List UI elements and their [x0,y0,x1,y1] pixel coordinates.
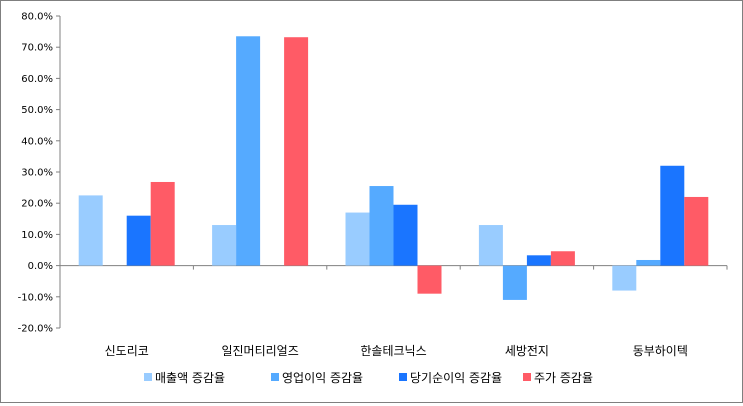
bar [550,251,575,266]
legend-label: 매출액 증감율 [155,371,225,385]
category-label: 동부하이텍 [633,344,688,358]
legend-label: 당기순이익 증감율 [410,371,502,385]
bar [660,165,685,266]
legend-label: 영업이익 증감율 [282,371,363,385]
y-tick-label: 30.0% [21,168,53,179]
bar [345,212,370,266]
bar [78,195,103,266]
category-label: 세방전지 [505,344,549,358]
bar [284,37,309,266]
y-tick-label: 10.0% [21,230,53,241]
bar [236,36,261,266]
y-tick-label: 40.0% [21,136,53,147]
bar [612,265,637,291]
bar [502,265,527,300]
y-tick-label: 50.0% [21,105,53,116]
category-label: 한솔테크닉스 [360,344,426,358]
y-axis: 80.0% 70.0% 60.0% 50.0% 40.0% 30.0% 20.0% 10.0%… [18,12,61,335]
bar [126,215,151,266]
category-label: 신도리코 [105,344,149,358]
legend-swatch [144,373,152,381]
legend-swatch [399,373,407,381]
y-tick-label: 80.0% [21,12,53,23]
y-tick-label: 0.0% [28,261,53,272]
legend-swatch [271,373,279,381]
y-tick-label: -20.0% [18,324,53,335]
y-tick-label: 20.0% [21,199,53,210]
bar [150,181,175,266]
bar [212,225,237,266]
bar [478,225,503,266]
bar [526,255,551,266]
legend: 매출액 증감율 영업이익 증감율 당기순이익 증감율 주가 증감율 [144,371,593,385]
bars [78,36,709,300]
bar [393,204,418,266]
bar [369,186,394,266]
bar [417,265,442,294]
y-tick-label: -10.0% [18,292,53,303]
y-tick-label: 60.0% [21,74,53,85]
category-label: 일진머티리얼즈 [221,344,298,358]
legend-swatch [523,373,531,381]
legend-label: 주가 증감율 [534,371,593,385]
y-tick-label: 70.0% [21,43,53,54]
bar [684,196,709,266]
bar [636,259,661,266]
